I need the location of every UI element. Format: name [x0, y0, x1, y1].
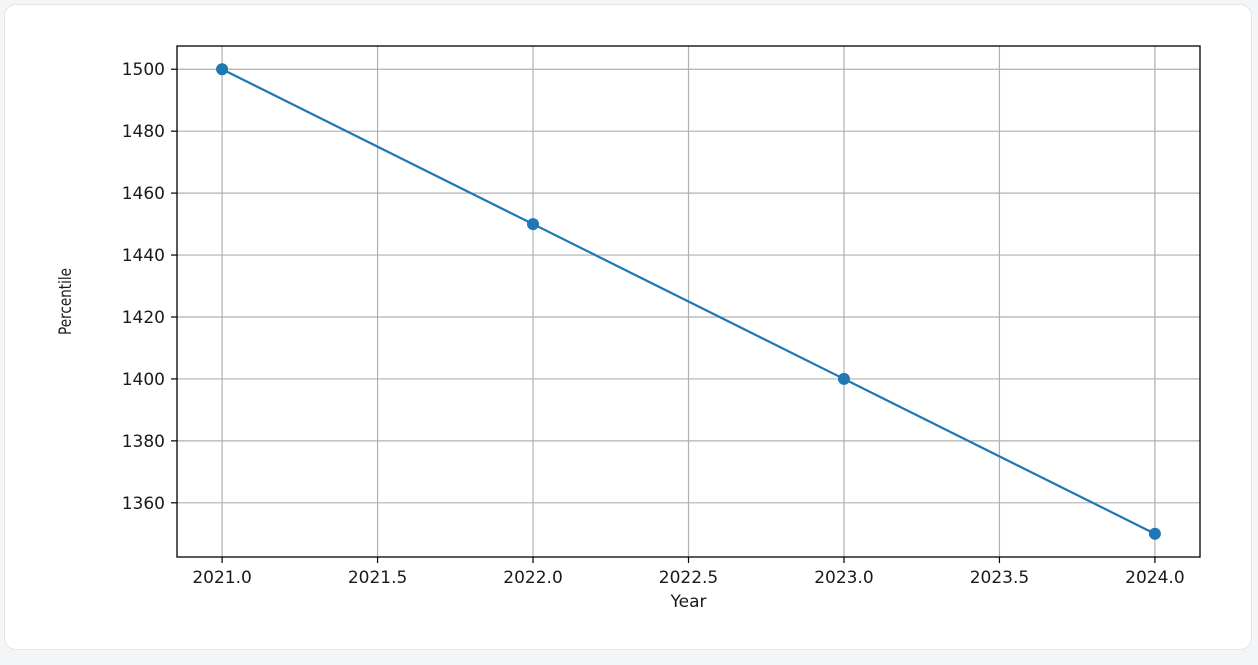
y-axis-label: Percentile: [56, 268, 76, 335]
x-tick-label: 2023.0: [814, 568, 873, 588]
series-layer: [216, 63, 1161, 540]
data-point: [837, 372, 850, 385]
y-tick-label: 1460: [122, 184, 165, 204]
y-tick-label: 1440: [122, 246, 165, 266]
x-tick-label: 2021.0: [192, 568, 251, 588]
y-tick-label: 1400: [122, 370, 165, 390]
y-tick-label: 1380: [122, 432, 165, 452]
x-tick-label: 2024.0: [1125, 568, 1184, 588]
data-point: [527, 218, 540, 231]
x-tick-label: 2022.0: [503, 568, 562, 588]
y-tick-label: 1420: [122, 308, 165, 328]
x-tick-label: 2022.5: [659, 568, 718, 588]
x-axis-label: Year: [670, 592, 707, 612]
y-tick-label: 1500: [122, 60, 165, 80]
x-axis-ticks: 2021.0 2021.5 2022.0 2022.5 2023.0 2023.5 2024…: [192, 557, 1185, 588]
data-point: [1148, 527, 1161, 540]
y-axis-ticks: 1360 1380 1400 1420 1440 1460 1480 1500: [122, 60, 177, 514]
chart-card: [4, 4, 1252, 650]
series-line: [221, 68, 1156, 535]
data-point: [216, 63, 229, 76]
y-tick-label: 1480: [122, 122, 165, 142]
y-tick-label: 1360: [122, 494, 165, 514]
x-tick-label: 2021.5: [348, 568, 407, 588]
x-tick-label: 2023.5: [970, 568, 1029, 588]
